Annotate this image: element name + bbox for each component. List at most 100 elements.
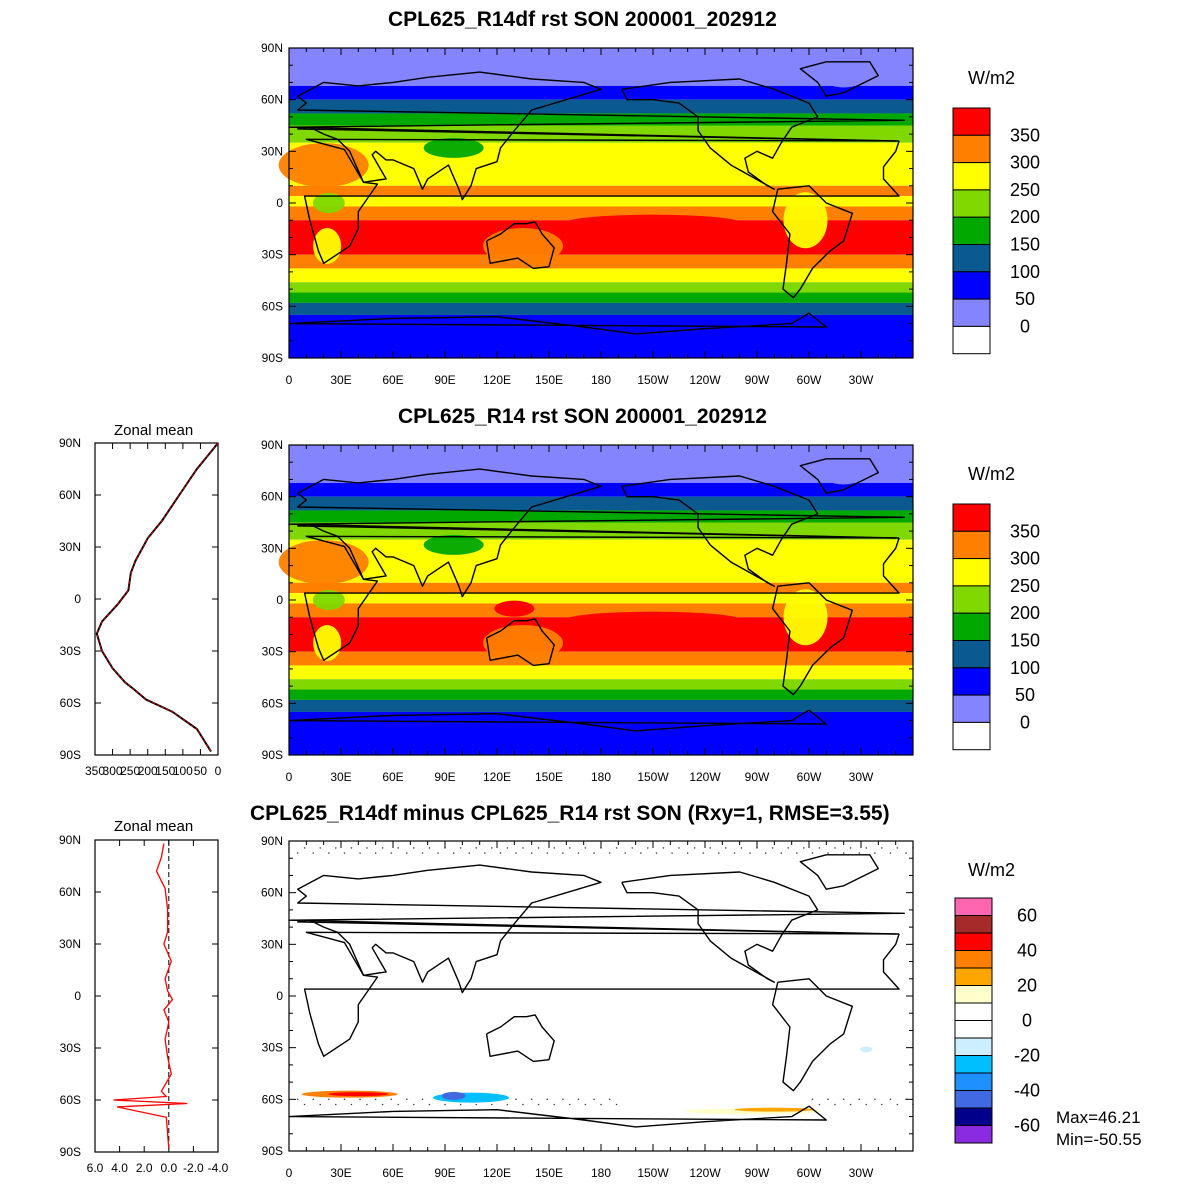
coastline — [303, 535, 900, 661]
panel2-lat-label: 30N — [261, 541, 283, 555]
coastline — [303, 931, 900, 1057]
stipple-dot — [359, 1098, 361, 1101]
panel1-contour-band — [289, 302, 913, 315]
stipple-dot — [874, 1098, 876, 1101]
stipple-dot — [506, 1103, 509, 1106]
stipple-dot — [499, 852, 502, 854]
panel2-zonal-mean-title: Zonal mean — [114, 422, 194, 439]
panel3-colorbar-box — [954, 897, 993, 916]
panel1-lon-label: 120E — [483, 373, 511, 387]
stipple-dot — [374, 1098, 377, 1101]
panel2-contour-band — [289, 496, 913, 511]
stipple-dot — [366, 1103, 368, 1106]
stipple-dot — [709, 847, 711, 849]
stipple-dot — [350, 1103, 353, 1106]
stipple-dot — [842, 1098, 845, 1101]
stipple-dot — [849, 1103, 852, 1106]
coastline — [771, 978, 853, 1092]
panel3-title: CPL625_R14df minus CPL625_R14 rst SON (R… — [250, 802, 890, 825]
panel2-lat-label: 60S — [262, 696, 283, 710]
panel1-colorbar-box — [952, 244, 991, 273]
panel2-colorbar-box — [952, 667, 991, 696]
panel2-contour-band — [289, 582, 913, 594]
stipple-dot — [350, 847, 353, 849]
stipple-dot — [312, 852, 315, 854]
panel2-zonal-lat-label: 30S — [60, 644, 81, 658]
stipple-dot — [608, 1098, 611, 1101]
panel1-lat-label: 30S — [262, 248, 283, 262]
panel2-colorbar-label: 250 — [1010, 576, 1040, 596]
stipple-dot — [428, 847, 431, 849]
stipple-dot — [546, 852, 549, 854]
panel2-contour-band — [289, 482, 913, 497]
stipple-dot — [553, 1103, 555, 1106]
stipple-dot — [811, 852, 814, 854]
panel1-colorbar-label: 100 — [1010, 262, 1040, 282]
coastline — [621, 475, 819, 587]
stipple-dot — [421, 852, 424, 854]
stipple-dot — [437, 852, 439, 854]
stipple-dot — [905, 852, 907, 854]
panel2-contour-region — [563, 611, 743, 630]
panel3-lon-label: 120W — [689, 1166, 721, 1180]
panel1-contour-band — [289, 142, 913, 186]
panel3-lon-label: 180 — [591, 1166, 611, 1180]
stipple-dot — [406, 852, 408, 854]
panel2-lon-label: 90W — [745, 770, 770, 784]
panel2-colorbar-box — [952, 694, 991, 723]
panel2-contour-region — [374, 622, 464, 640]
coastline — [288, 71, 905, 201]
panel3-colorbar-box — [954, 915, 993, 934]
panel1-lon-label: 120W — [689, 373, 721, 387]
panel1-lon-label: 90E — [434, 373, 455, 387]
panel2-units: W/m2 — [968, 464, 1015, 484]
panel2-zonal-lat-label: 60S — [60, 696, 81, 710]
stipple-dot — [740, 847, 743, 849]
panel1-contour-band — [289, 314, 913, 358]
panel2-lon-label: 0 — [286, 770, 293, 784]
stipple-dot — [647, 847, 649, 849]
panel1-colorbar-box — [952, 216, 991, 245]
panel3-zonal-lat-label: 0 — [74, 989, 81, 1003]
panel3-colorbar-box — [954, 967, 993, 986]
coastline — [485, 221, 555, 270]
panel1-colorbar-label: 250 — [1010, 180, 1040, 200]
panel3-anomalies — [301, 1046, 873, 1115]
stipple-dot — [343, 852, 346, 854]
stipple-dot — [303, 1103, 306, 1106]
panel1-contour-band — [289, 268, 913, 283]
panel2-zonal-lat-label: 30N — [59, 540, 81, 554]
panel3-lat-label: 60N — [261, 886, 283, 900]
panel3-colorbar-box — [954, 1055, 993, 1074]
panel3-zonal-lat-label: 30S — [60, 1041, 81, 1055]
panel2-contour-band — [289, 593, 913, 604]
stipple-dot — [686, 852, 689, 854]
stipple-dot — [834, 1103, 836, 1106]
panel3-lon-label: 90E — [434, 1166, 455, 1180]
panel2-colorbar-label: 200 — [1010, 603, 1040, 623]
stipple-dot — [522, 847, 524, 849]
coastline — [771, 185, 853, 299]
stipple-dot — [343, 1098, 346, 1101]
panel1-contour-band — [289, 282, 913, 293]
panel1-lon-label: 0 — [286, 373, 293, 387]
panel2-contour-region — [494, 600, 535, 617]
stipple-dot — [475, 1103, 478, 1106]
stipple-dot — [615, 847, 618, 849]
panel2-colorbar-box — [952, 721, 991, 751]
panel2-contour-region — [312, 590, 345, 610]
stipple-dot — [749, 852, 751, 854]
panel2-colorbar-box — [952, 640, 991, 669]
panel1-lon-label: 30E — [330, 373, 351, 387]
min-stat: Min=-50.55 — [1056, 1130, 1142, 1149]
panel1-contour-region — [783, 192, 828, 249]
stipple-dot — [390, 852, 393, 854]
panel2-colorbar-label: 0 — [1020, 712, 1030, 732]
panel1-colorbar-label: 150 — [1010, 235, 1040, 255]
stipple-dot — [475, 847, 478, 849]
panel3-zonal-x-label: 6.0 — [87, 1161, 104, 1175]
panel2-colorbar-label: 300 — [1010, 549, 1040, 569]
stipple-dot — [562, 852, 564, 854]
panel1-lon-label: 60E — [382, 373, 403, 387]
panel1-contour-band — [289, 99, 913, 114]
